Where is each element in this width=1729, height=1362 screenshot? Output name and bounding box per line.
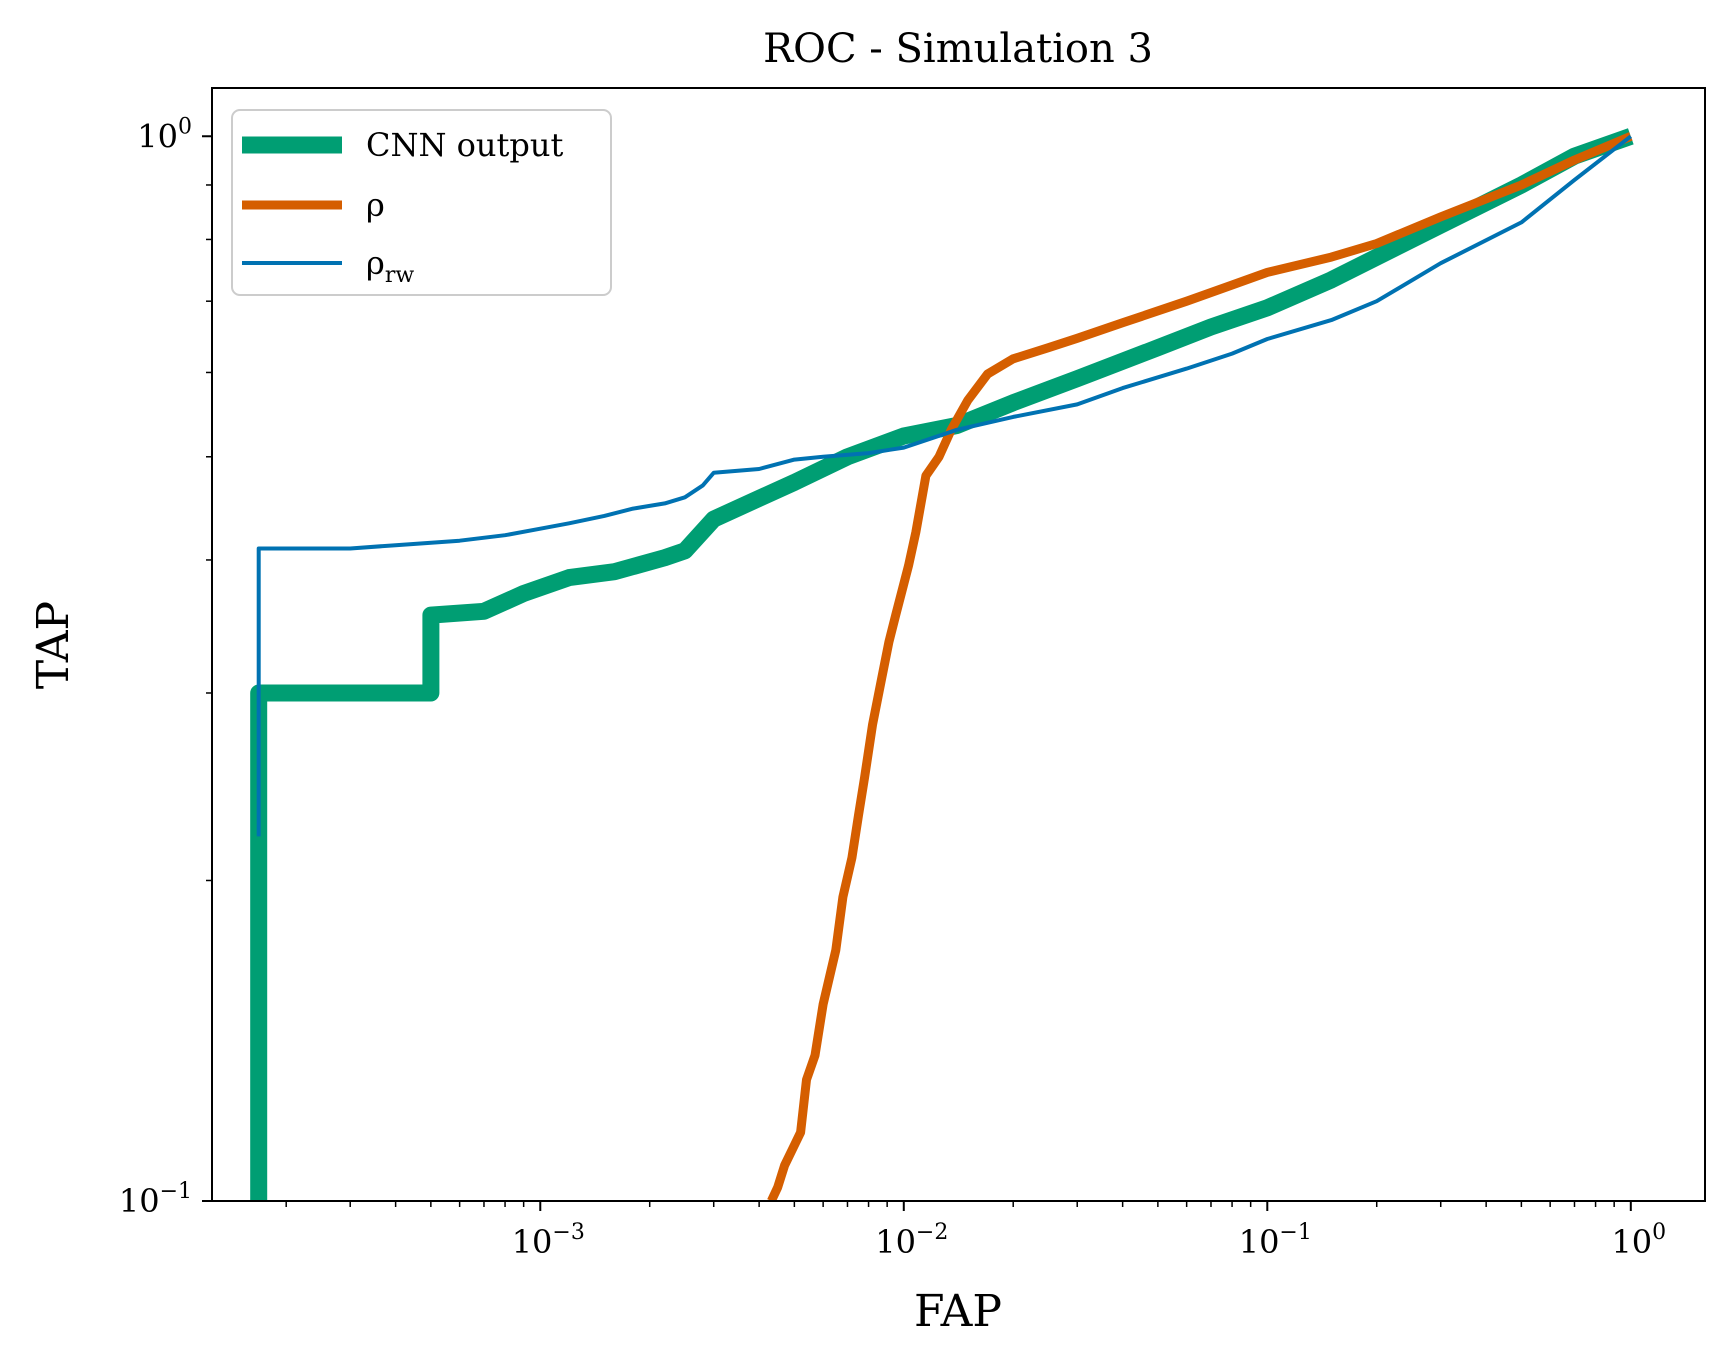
y-tick-label: 100 (137, 114, 192, 155)
x-tick-label: 100 (1611, 1220, 1666, 1261)
series-line-0 (250, 128, 1634, 1201)
x-tick-label: 10−1 (1239, 1220, 1312, 1261)
y-axis-label: TAP (28, 601, 79, 689)
series-line-1 (767, 132, 1633, 1201)
legend-label-1: ρ (366, 186, 385, 224)
legend-label-2: ρrw (366, 244, 414, 288)
x-tick-label: 10−2 (875, 1220, 948, 1261)
legend-frame (231, 109, 612, 296)
series-layer (250, 128, 1634, 1201)
legend: CNN output ρ ρrw (231, 109, 612, 296)
chart-title: ROC - Simulation 3 (763, 26, 1153, 72)
y-axis: 10−1 100 (119, 114, 212, 1220)
x-axis-label: FAP (914, 1286, 1002, 1337)
legend-label-0: CNN output (366, 126, 563, 164)
y-tick-label: 10−1 (119, 1179, 192, 1220)
x-axis: 10−3 10−2 10−1 100 (285, 1201, 1666, 1261)
series-line-2 (256, 134, 1633, 837)
plot-frame (211, 87, 1706, 1202)
x-tick-label: 10−3 (512, 1220, 585, 1261)
